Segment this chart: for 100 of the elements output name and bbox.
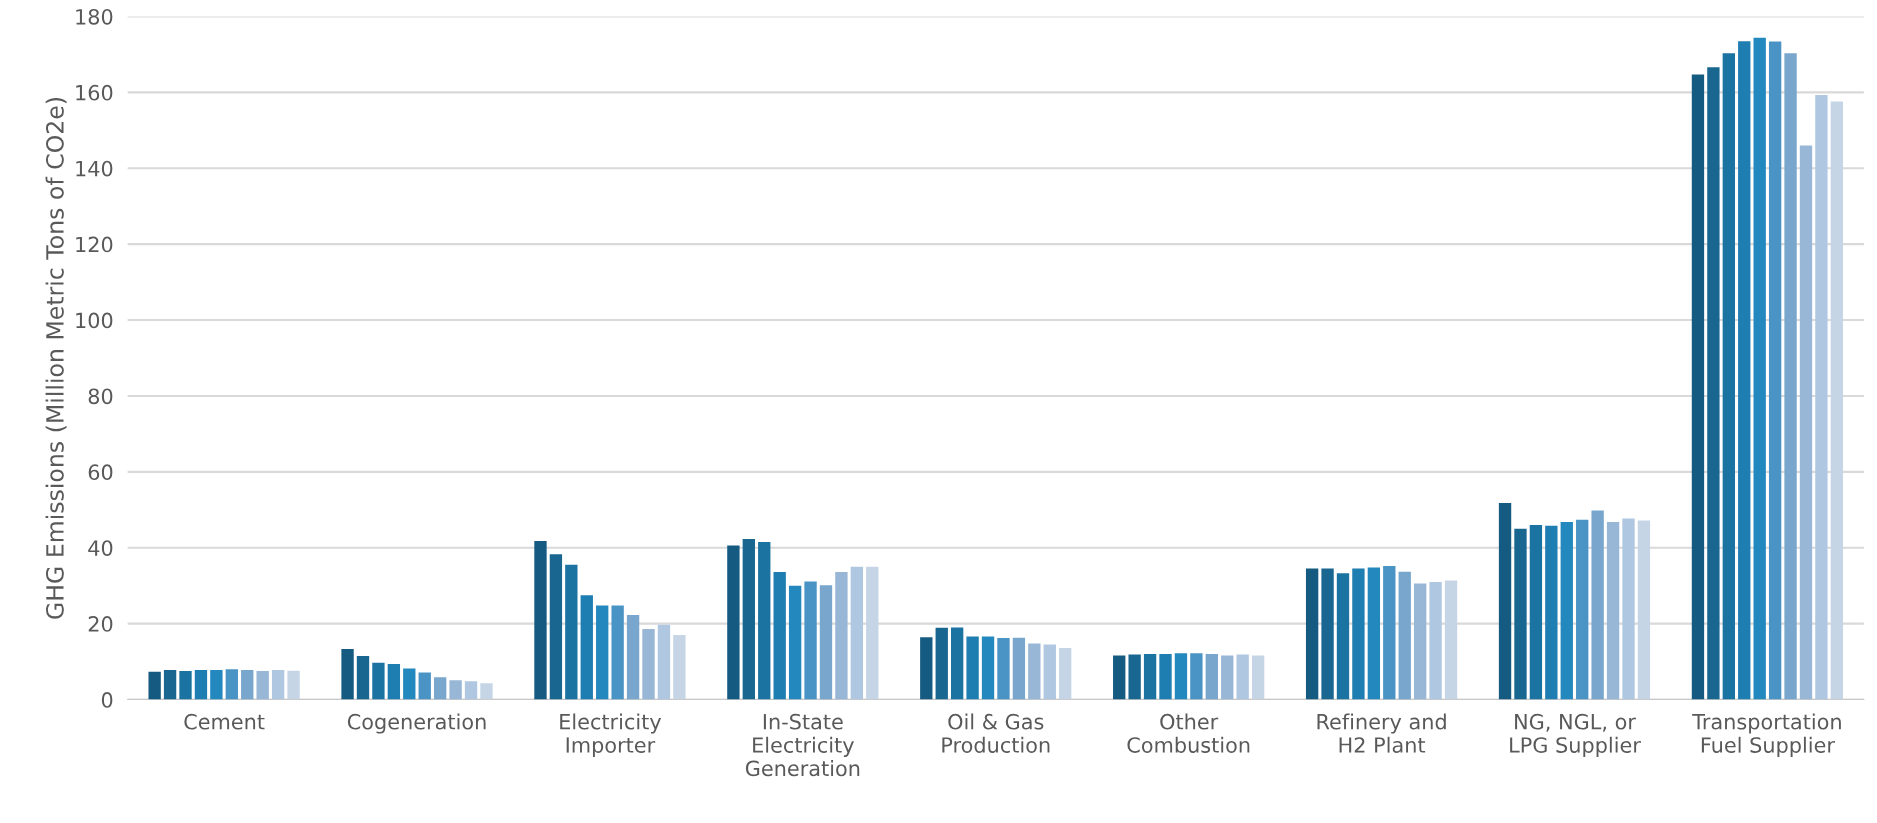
bar [549, 554, 563, 700]
bar [163, 669, 177, 700]
bar [1413, 583, 1427, 700]
x-tick-label: Cogeneration [347, 713, 486, 734]
bar [1545, 525, 1558, 700]
bar [1815, 95, 1828, 700]
bar [758, 542, 771, 700]
bar [1691, 74, 1705, 700]
bar [788, 585, 802, 700]
bar [1159, 654, 1172, 700]
bar [480, 683, 493, 700]
x-tick-label: Oil & Gas Production [942, 713, 1050, 753]
bar [1367, 567, 1381, 700]
bar [1113, 655, 1126, 700]
bar [1784, 53, 1797, 700]
x-tick-label: NG, NGL, or LPG Supplier [1510, 713, 1641, 757]
y-tick-label: 180 [76, 8, 113, 25]
bar [1143, 654, 1157, 700]
bar [981, 636, 995, 700]
bar [742, 539, 755, 700]
bar [1591, 510, 1604, 700]
bar [225, 669, 238, 700]
bar [1336, 573, 1350, 700]
bar [1622, 518, 1635, 700]
bar [950, 627, 964, 700]
bar [1398, 571, 1411, 700]
x-tick-label: In-State Electricity Generation [745, 713, 860, 777]
y-tick-label: 160 [76, 84, 113, 101]
bar [1012, 637, 1026, 700]
y-tick-label: 60 [88, 464, 113, 481]
bar [997, 638, 1010, 700]
y-tick-label: 20 [88, 616, 113, 632]
y-tick-label: 140 [76, 160, 113, 177]
x-tick-label: Cement [184, 713, 265, 730]
bar [341, 649, 354, 700]
bar [372, 662, 385, 700]
bar [148, 671, 161, 700]
bar [626, 614, 640, 700]
bar [287, 670, 300, 700]
bar [1576, 519, 1589, 700]
bar [850, 566, 864, 700]
y-tick-label: 100 [76, 312, 113, 329]
y-tick-label: 80 [88, 388, 113, 405]
bar [611, 605, 624, 700]
bar [194, 669, 208, 700]
x-tick-label: Refinery and H2 Plant [1317, 713, 1446, 753]
bar [1529, 524, 1543, 700]
bar [673, 635, 686, 700]
bar [241, 669, 254, 700]
bar [403, 668, 416, 700]
bar [256, 671, 269, 700]
bar [1190, 653, 1203, 700]
bar [271, 669, 285, 700]
y-tick-label: 40 [88, 540, 113, 556]
bar [1174, 653, 1188, 700]
bar [1236, 654, 1249, 700]
bar [210, 669, 223, 700]
bar [966, 636, 979, 700]
bar [657, 624, 671, 700]
bar [1043, 644, 1056, 700]
y-axis-title: GHG Emissions (Million Metric Tons of CO2e) [45, 97, 67, 619]
bar [1707, 67, 1720, 700]
y-tick-label: 120 [76, 236, 113, 253]
bar [387, 663, 401, 700]
bar [1251, 655, 1265, 700]
bar [1768, 41, 1782, 700]
bar [534, 540, 547, 700]
bar [1352, 568, 1365, 700]
bar [580, 595, 593, 700]
x-tick-label: Transportation Fuel Supplier [1692, 713, 1841, 757]
bar [920, 637, 933, 700]
bar [418, 672, 431, 700]
bar [1321, 568, 1334, 700]
bar [1799, 145, 1813, 700]
y-tick-label: 0 [101, 692, 113, 708]
bar [1429, 581, 1442, 700]
bar [866, 566, 879, 700]
bar [433, 677, 447, 700]
bar [1637, 520, 1651, 700]
bar [1305, 568, 1319, 700]
bar [1028, 643, 1041, 700]
bar [449, 680, 462, 700]
bar [1205, 654, 1218, 700]
bar [1738, 41, 1751, 700]
bar [804, 581, 817, 700]
bar [596, 605, 609, 700]
bar [179, 671, 192, 700]
bar [835, 572, 848, 700]
bar [1221, 655, 1234, 700]
bar [642, 628, 655, 700]
x-tick-label: Electricity Importer [560, 713, 662, 757]
bar [356, 655, 370, 700]
bar [1444, 580, 1458, 700]
bar [1498, 502, 1512, 700]
bar [464, 681, 478, 700]
bar [1606, 521, 1620, 700]
bar [565, 564, 578, 700]
bar [727, 545, 740, 700]
bar [1383, 565, 1396, 700]
bar [1722, 53, 1735, 700]
